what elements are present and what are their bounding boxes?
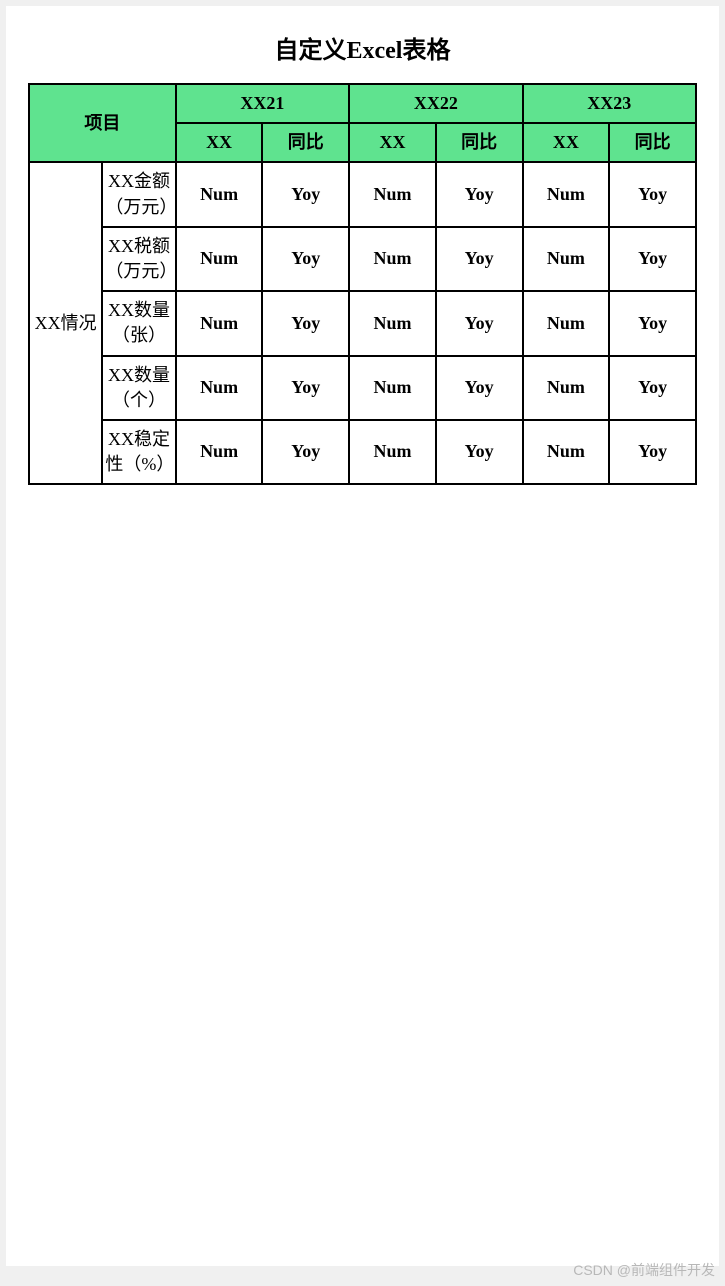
table-row: XX数量（张） Num Yoy Num Yoy Num Yoy [29, 291, 696, 355]
cell: Num [349, 291, 436, 355]
cell: Num [349, 162, 436, 226]
cell: Num [176, 227, 263, 291]
table-row: XX情况 XX金额（万元） Num Yoy Num Yoy Num Yoy [29, 162, 696, 226]
cell: Num [523, 227, 610, 291]
cell: Num [349, 227, 436, 291]
row-label-0: XX金额（万元） [102, 162, 175, 226]
row-label-4: XX稳定性（%） [102, 420, 175, 484]
cell: Num [349, 356, 436, 420]
page-title: 自定义Excel表格 [28, 30, 697, 65]
cell: Yoy [436, 420, 523, 484]
sub-header-yoy-0: 同比 [262, 123, 349, 162]
cell: Yoy [436, 291, 523, 355]
table-row: XX税额（万元） Num Yoy Num Yoy Num Yoy [29, 227, 696, 291]
year-header-1: XX22 [349, 84, 522, 123]
page: 自定义Excel表格 项目 XX21 XX22 XX23 XX 同比 XX 同比… [6, 6, 719, 1266]
cell: Yoy [262, 162, 349, 226]
cell: Yoy [436, 227, 523, 291]
cell: Yoy [262, 227, 349, 291]
sub-header-value-1: XX [349, 123, 436, 162]
table-row: XX稳定性（%） Num Yoy Num Yoy Num Yoy [29, 420, 696, 484]
sub-header-yoy-2: 同比 [609, 123, 696, 162]
header-row-1: 项目 XX21 XX22 XX23 [29, 84, 696, 123]
year-header-2: XX23 [523, 84, 696, 123]
cell: Num [176, 291, 263, 355]
category-label: XX情况 [29, 162, 102, 484]
cell: Num [349, 420, 436, 484]
cell: Yoy [262, 291, 349, 355]
cell: Num [523, 356, 610, 420]
cell: Yoy [609, 356, 696, 420]
cell: Yoy [262, 356, 349, 420]
excel-table: 项目 XX21 XX22 XX23 XX 同比 XX 同比 XX 同比 XX情况… [28, 83, 697, 485]
row-label-3: XX数量（个） [102, 356, 175, 420]
cell: Yoy [436, 356, 523, 420]
row-label-2: XX数量（张） [102, 291, 175, 355]
row-label-1: XX税额（万元） [102, 227, 175, 291]
cell: Num [523, 162, 610, 226]
cell: Num [176, 356, 263, 420]
cell: Num [523, 291, 610, 355]
cell: Yoy [262, 420, 349, 484]
watermark: CSDN @前端组件开发 [573, 1260, 715, 1280]
cell: Num [176, 420, 263, 484]
cell: Num [176, 162, 263, 226]
table-row: XX数量（个） Num Yoy Num Yoy Num Yoy [29, 356, 696, 420]
sub-header-value-0: XX [176, 123, 263, 162]
cell: Yoy [609, 420, 696, 484]
cell: Yoy [609, 227, 696, 291]
sub-header-value-2: XX [523, 123, 610, 162]
project-header: 项目 [29, 84, 176, 162]
sub-header-yoy-1: 同比 [436, 123, 523, 162]
cell: Yoy [609, 291, 696, 355]
cell: Num [523, 420, 610, 484]
year-header-0: XX21 [176, 84, 349, 123]
cell: Yoy [436, 162, 523, 226]
cell: Yoy [609, 162, 696, 226]
